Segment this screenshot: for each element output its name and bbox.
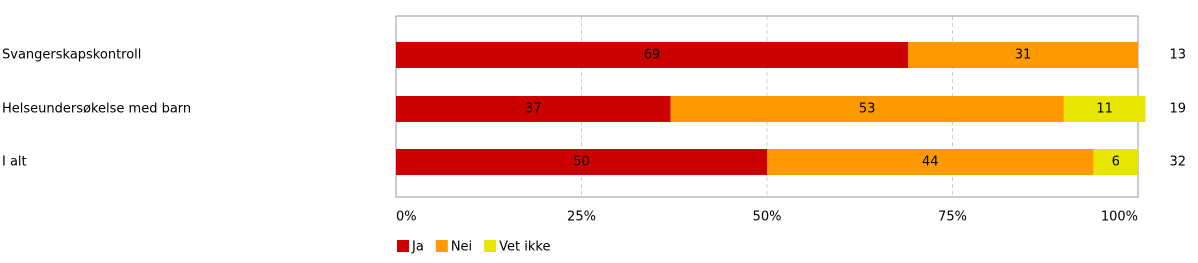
data-label: 6 xyxy=(1112,155,1120,170)
bar-segment xyxy=(907,42,1138,68)
bar-segment xyxy=(1063,96,1146,122)
x-tick-label: 75% xyxy=(938,210,967,225)
legend-label: Ja xyxy=(411,240,424,255)
bar-segment xyxy=(670,96,1064,122)
legend-label: Vet ikke xyxy=(499,240,550,255)
x-tick-label: 100% xyxy=(1101,210,1138,225)
x-tick-label: 50% xyxy=(753,210,782,225)
bar-segment xyxy=(1093,149,1138,175)
data-label: 50 xyxy=(573,155,590,170)
data-label: 37 xyxy=(525,102,542,117)
legend-swatch xyxy=(397,240,409,252)
category-label: Svangerskapskontroll xyxy=(2,48,141,63)
data-label: 11 xyxy=(1096,102,1113,117)
x-tick-label: 25% xyxy=(567,210,596,225)
legend-swatch xyxy=(484,240,497,252)
bar-segment xyxy=(396,149,767,175)
legend-label: Nei xyxy=(451,240,472,255)
category-label: I alt xyxy=(2,155,27,170)
bar-segment xyxy=(767,149,1094,175)
bar-segment xyxy=(396,42,908,68)
data-label: 44 xyxy=(922,155,939,170)
data-label: 53 xyxy=(859,102,876,117)
count-label: 13 xyxy=(1169,48,1186,63)
count-label: 19 xyxy=(1169,102,1186,117)
bar-segment xyxy=(396,96,671,122)
legend-swatch xyxy=(435,240,448,252)
data-label: 31 xyxy=(1015,48,1032,63)
data-label: 69 xyxy=(644,48,661,63)
x-tick-label: 0% xyxy=(396,210,417,225)
category-label: Helseundersøkelse med barn xyxy=(2,102,191,117)
count-label: 32 xyxy=(1169,155,1186,170)
